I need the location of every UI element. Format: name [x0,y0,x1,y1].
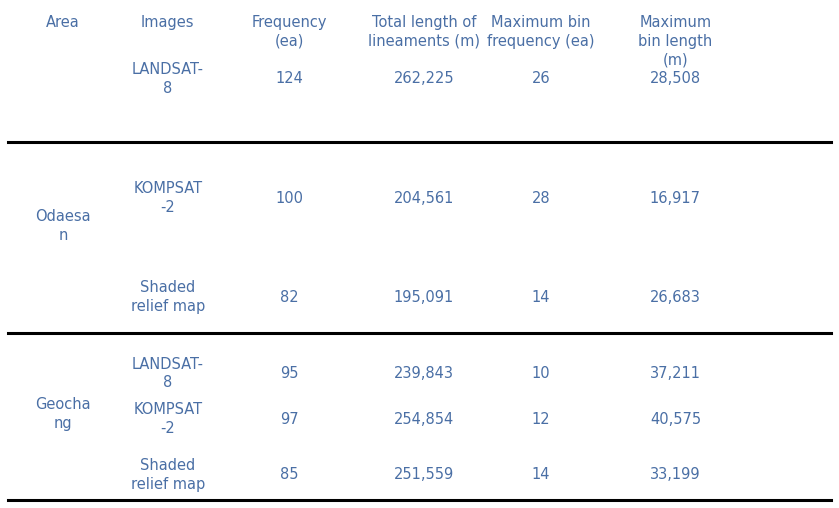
Text: Odaesa
n: Odaesa n [35,209,91,243]
Text: 100: 100 [275,190,304,206]
Text: 40,575: 40,575 [650,411,701,427]
Text: 26: 26 [532,71,550,86]
Text: Maximum
bin length
(m): Maximum bin length (m) [638,15,712,68]
Text: 16,917: 16,917 [650,190,701,206]
Text: 254,854: 254,854 [393,411,454,427]
Text: 251,559: 251,559 [393,467,454,483]
Text: LANDSAT-
8: LANDSAT- 8 [132,62,204,96]
Text: Area: Area [46,15,80,30]
Text: Total length of
lineaments (m): Total length of lineaments (m) [367,15,480,49]
Text: 33,199: 33,199 [650,467,701,483]
Text: 37,211: 37,211 [650,366,701,381]
Text: Geocha
ng: Geocha ng [35,397,91,431]
Text: 95: 95 [280,366,299,381]
Text: 10: 10 [532,366,550,381]
Text: Shaded
relief map: Shaded relief map [131,280,205,314]
Text: 97: 97 [280,411,299,427]
Text: 124: 124 [275,71,304,86]
Text: 195,091: 195,091 [393,290,454,305]
Text: 82: 82 [280,290,299,305]
Text: 14: 14 [532,467,550,483]
Text: Frequency
(ea): Frequency (ea) [252,15,327,49]
Text: Images: Images [141,15,195,30]
Text: 26,683: 26,683 [650,290,701,305]
Text: 28,508: 28,508 [650,71,701,86]
Text: 85: 85 [280,467,299,483]
Text: LANDSAT-
8: LANDSAT- 8 [132,357,204,390]
Text: 12: 12 [532,411,550,427]
Text: 14: 14 [532,290,550,305]
Text: Shaded
relief map: Shaded relief map [131,458,205,492]
Text: Maximum bin
frequency (ea): Maximum bin frequency (ea) [487,15,595,49]
Text: 239,843: 239,843 [393,366,454,381]
Text: KOMPSAT
-2: KOMPSAT -2 [133,181,202,215]
Text: 204,561: 204,561 [393,190,454,206]
Text: 262,225: 262,225 [393,71,454,86]
Text: 28: 28 [532,190,550,206]
Text: KOMPSAT
-2: KOMPSAT -2 [133,402,202,436]
